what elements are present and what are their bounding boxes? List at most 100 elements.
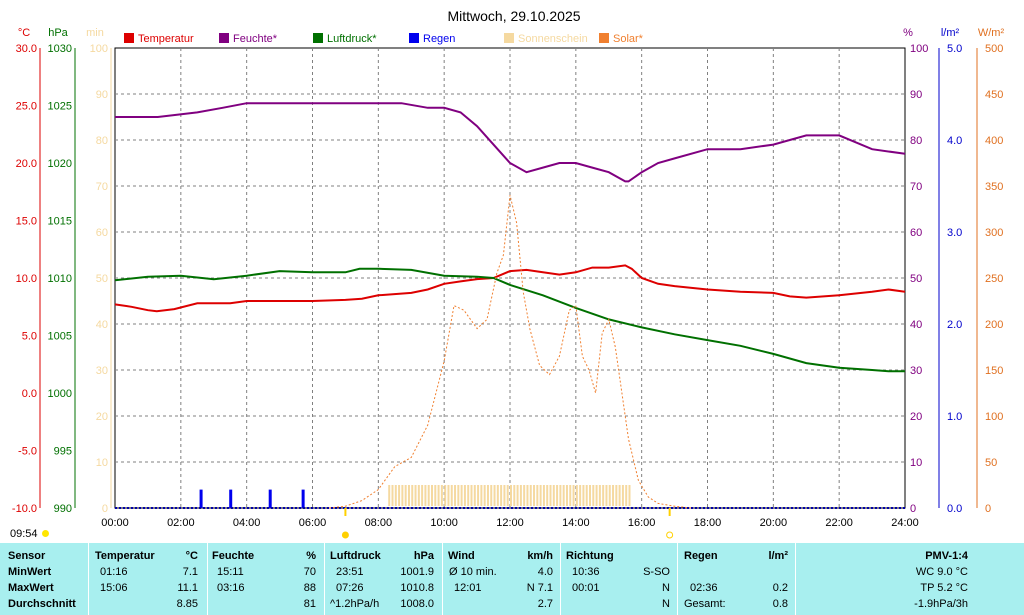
wind-max-time: 12:01 — [454, 582, 482, 594]
humidity-tick-label: 10 — [910, 457, 922, 469]
wind-unit: km/h — [527, 550, 553, 562]
sunshine-bar — [503, 485, 506, 506]
solar-tick-label: 400 — [985, 135, 1003, 147]
press-max-value: 1010.8 — [400, 582, 434, 594]
temp-avg-value: 8.85 — [176, 598, 198, 610]
sunshine-bar — [602, 485, 605, 506]
minutes-tick-label: 60 — [96, 227, 108, 239]
x-tick-label: 16:00 — [628, 517, 656, 529]
sunshine-bar — [523, 485, 526, 506]
pressure-unit-label: hPa — [48, 27, 68, 39]
sunshine-bar — [473, 485, 476, 506]
minutes-tick-label: 40 — [96, 319, 108, 331]
x-tick-label: 04:00 — [233, 517, 261, 529]
press-min-value: 1001.9 — [400, 566, 434, 578]
dir-row3-value: N — [662, 598, 670, 610]
hum-min-time: 15:11 — [217, 566, 244, 578]
x-tick-label: 10:00 — [430, 517, 458, 529]
wind-avg-label: Ø 10 min. — [449, 566, 497, 578]
sunshine-bar — [510, 485, 512, 506]
sunshine-bar — [536, 485, 539, 506]
pressure-tick-label: 1015 — [48, 216, 72, 228]
x-tick-label: 12:00 — [496, 517, 524, 529]
rain-unit-label: l/m² — [941, 27, 960, 39]
weather-chart: 00:00 02:00 04:00 06:00 08:00 10:00 12:00 14:00… — [12, 8, 1004, 539]
legend-swatch — [504, 33, 514, 43]
sunshine-bar — [506, 485, 509, 506]
sunshine-bar — [519, 485, 522, 506]
sunshine-bar — [513, 485, 516, 506]
sunshine-bar — [546, 485, 549, 506]
hum-avg-value: 81 — [303, 598, 316, 610]
temperature-unit-label: °C — [18, 27, 30, 39]
temp-max-value: 11.1 — [177, 582, 198, 594]
temperature-tick-label: -5.0 — [18, 446, 37, 458]
sunshine-bar — [562, 485, 565, 506]
humidity-tick-label: 30 — [910, 365, 922, 377]
pmv-wc: WC 9.0 °C — [915, 566, 968, 578]
minutes-tick-label: 50 — [96, 273, 108, 285]
pressure-tick-label: 1020 — [48, 158, 72, 170]
sunshine-bar — [437, 485, 440, 506]
legend-label: Regen — [423, 33, 455, 45]
pressure-tick-label: 1030 — [48, 43, 72, 55]
temperature-tick-label: 30.0 — [16, 43, 37, 55]
hum-min-value: 70 — [303, 566, 316, 578]
chart-legend: Temperatur Feuchte* Luftdruck* Regen Sonnens… — [124, 33, 644, 45]
humidity-tick-label: 20 — [910, 411, 922, 423]
sunshine-bar — [556, 485, 559, 506]
press-min-time: 23:51 — [336, 566, 364, 578]
x-tick-label: 02:00 — [167, 517, 195, 529]
rain-header: Regen — [684, 550, 718, 562]
sunshine-bar — [582, 485, 585, 506]
x-tick-label: 24:00 — [891, 517, 919, 529]
temperature-tick-label: 0.0 — [22, 388, 37, 400]
sunshine-bar — [463, 485, 466, 506]
series-feuchte-line — [115, 102, 906, 183]
sunshine-bar — [575, 485, 578, 506]
sunshine-bar — [434, 485, 437, 506]
humidity-tick-label: 80 — [910, 135, 922, 147]
sunshine-bar — [608, 485, 611, 506]
pmv-tp: TP 5.2 °C — [920, 582, 968, 594]
corner-time: 09:54 — [10, 528, 49, 540]
moon-icon — [666, 531, 674, 539]
sunshine-bar — [539, 485, 542, 506]
legend-label: Temperatur — [138, 33, 194, 45]
sunshine-bar — [592, 485, 595, 506]
rain-unit: l/m² — [768, 550, 788, 562]
legend-swatch — [124, 33, 134, 43]
sunshine-bar — [493, 485, 496, 506]
humidity-tick-label: 50 — [910, 273, 922, 285]
rain-bar — [301, 489, 305, 508]
solar-tick-label: 450 — [985, 89, 1003, 101]
wind-header: Wind — [448, 550, 475, 562]
temperature-tick-label: 20.0 — [16, 158, 37, 170]
x-tick-label: 00:00 — [101, 517, 129, 529]
rain-bar — [229, 489, 233, 508]
stats-table: Sensor MinWert MaxWert Durchschnitt Temp… — [0, 543, 1024, 615]
sunshine-bar — [457, 485, 460, 506]
rain-row2-time: 02:36 — [690, 582, 718, 594]
sunshine-bar — [595, 485, 598, 506]
sunshine-bar — [579, 485, 582, 506]
rain-tick-label: 0.0 — [947, 503, 962, 515]
sunshine-bar — [533, 485, 536, 506]
solar-tick-label: 300 — [985, 227, 1003, 239]
pressure-tick-label: 1010 — [48, 273, 72, 285]
solar-tick-label: 50 — [985, 457, 997, 469]
chart-plot-area — [114, 102, 906, 539]
series-temperatur-line — [114, 264, 906, 313]
x-tick-label: 20:00 — [760, 517, 788, 529]
wind-avg10-value: 4.0 — [537, 566, 553, 578]
wind-max-value: N 7.1 — [526, 582, 553, 594]
sunshine-bar — [460, 485, 463, 506]
minutes-tick-label: 70 — [96, 181, 108, 193]
row-label-sensor: Sensor — [8, 550, 46, 562]
rain-row2-value: 0.2 — [772, 582, 788, 594]
sunshine-bar — [598, 485, 601, 506]
sunshine-bar — [552, 485, 555, 506]
pressure-tick-label: 1005 — [48, 331, 72, 343]
minutes-unit-label: min — [86, 27, 104, 39]
sunshine-bar — [421, 485, 424, 506]
